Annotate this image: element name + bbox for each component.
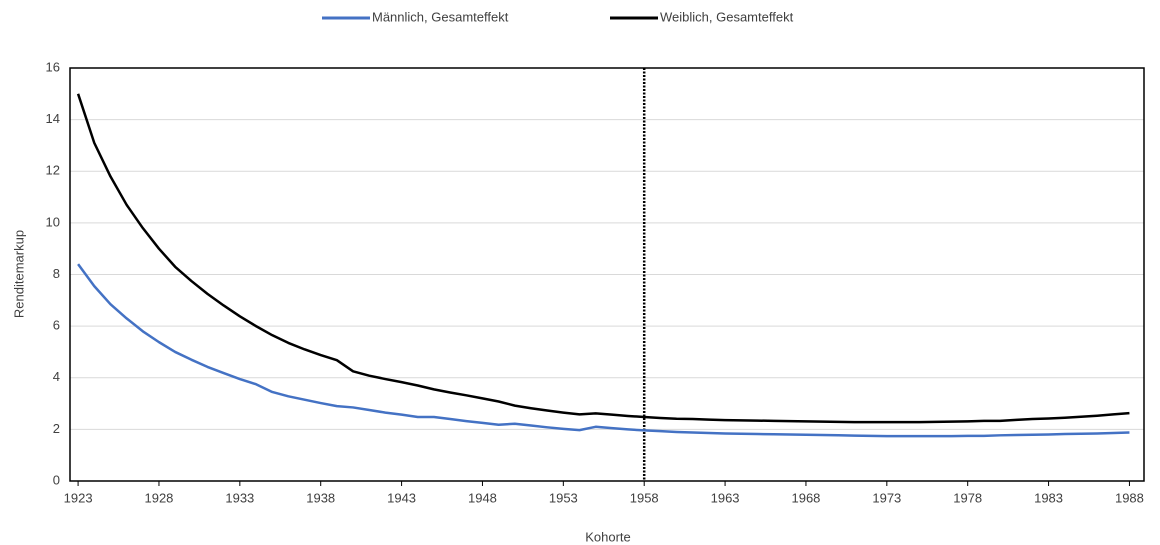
x-tick-label: 1968 — [791, 490, 820, 505]
x-axis-label: Kohorte — [585, 529, 631, 544]
y-tick-label: 16 — [46, 59, 60, 74]
y-tick-label: 10 — [46, 214, 60, 229]
x-tick-label: 1933 — [225, 490, 254, 505]
x-tick-label: 1938 — [306, 490, 335, 505]
y-axis-label: Renditemarkup — [11, 230, 26, 318]
x-tick-label: 1953 — [549, 490, 578, 505]
x-tick-label: 1928 — [144, 490, 173, 505]
x-tick-label: 1978 — [953, 490, 982, 505]
x-tick-label: 1948 — [468, 490, 497, 505]
y-tick-label: 6 — [53, 318, 60, 333]
y-tick-label: 14 — [46, 111, 60, 126]
plot-frame — [69, 67, 1145, 482]
series-line — [77, 263, 1130, 438]
y-tick-label: 4 — [53, 369, 60, 384]
y-tick-label: 8 — [53, 266, 60, 281]
x-tick-label: 1923 — [64, 490, 93, 505]
x-tick-label: 1983 — [1034, 490, 1063, 505]
y-tick-label: 0 — [53, 472, 60, 487]
legend-label: Männlich, Gesamteffekt — [372, 9, 509, 24]
y-tick-label: 12 — [46, 163, 60, 178]
x-tick-label: 1973 — [872, 490, 901, 505]
legend-label: Weiblich, Gesamteffekt — [660, 9, 794, 24]
x-tick-label: 1988 — [1115, 490, 1144, 505]
x-tick-label: 1958 — [630, 490, 659, 505]
x-tick-label: 1943 — [387, 490, 416, 505]
y-tick-label: 2 — [53, 421, 60, 436]
series-line — [76, 93, 1130, 424]
x-tick-label: 1963 — [711, 490, 740, 505]
